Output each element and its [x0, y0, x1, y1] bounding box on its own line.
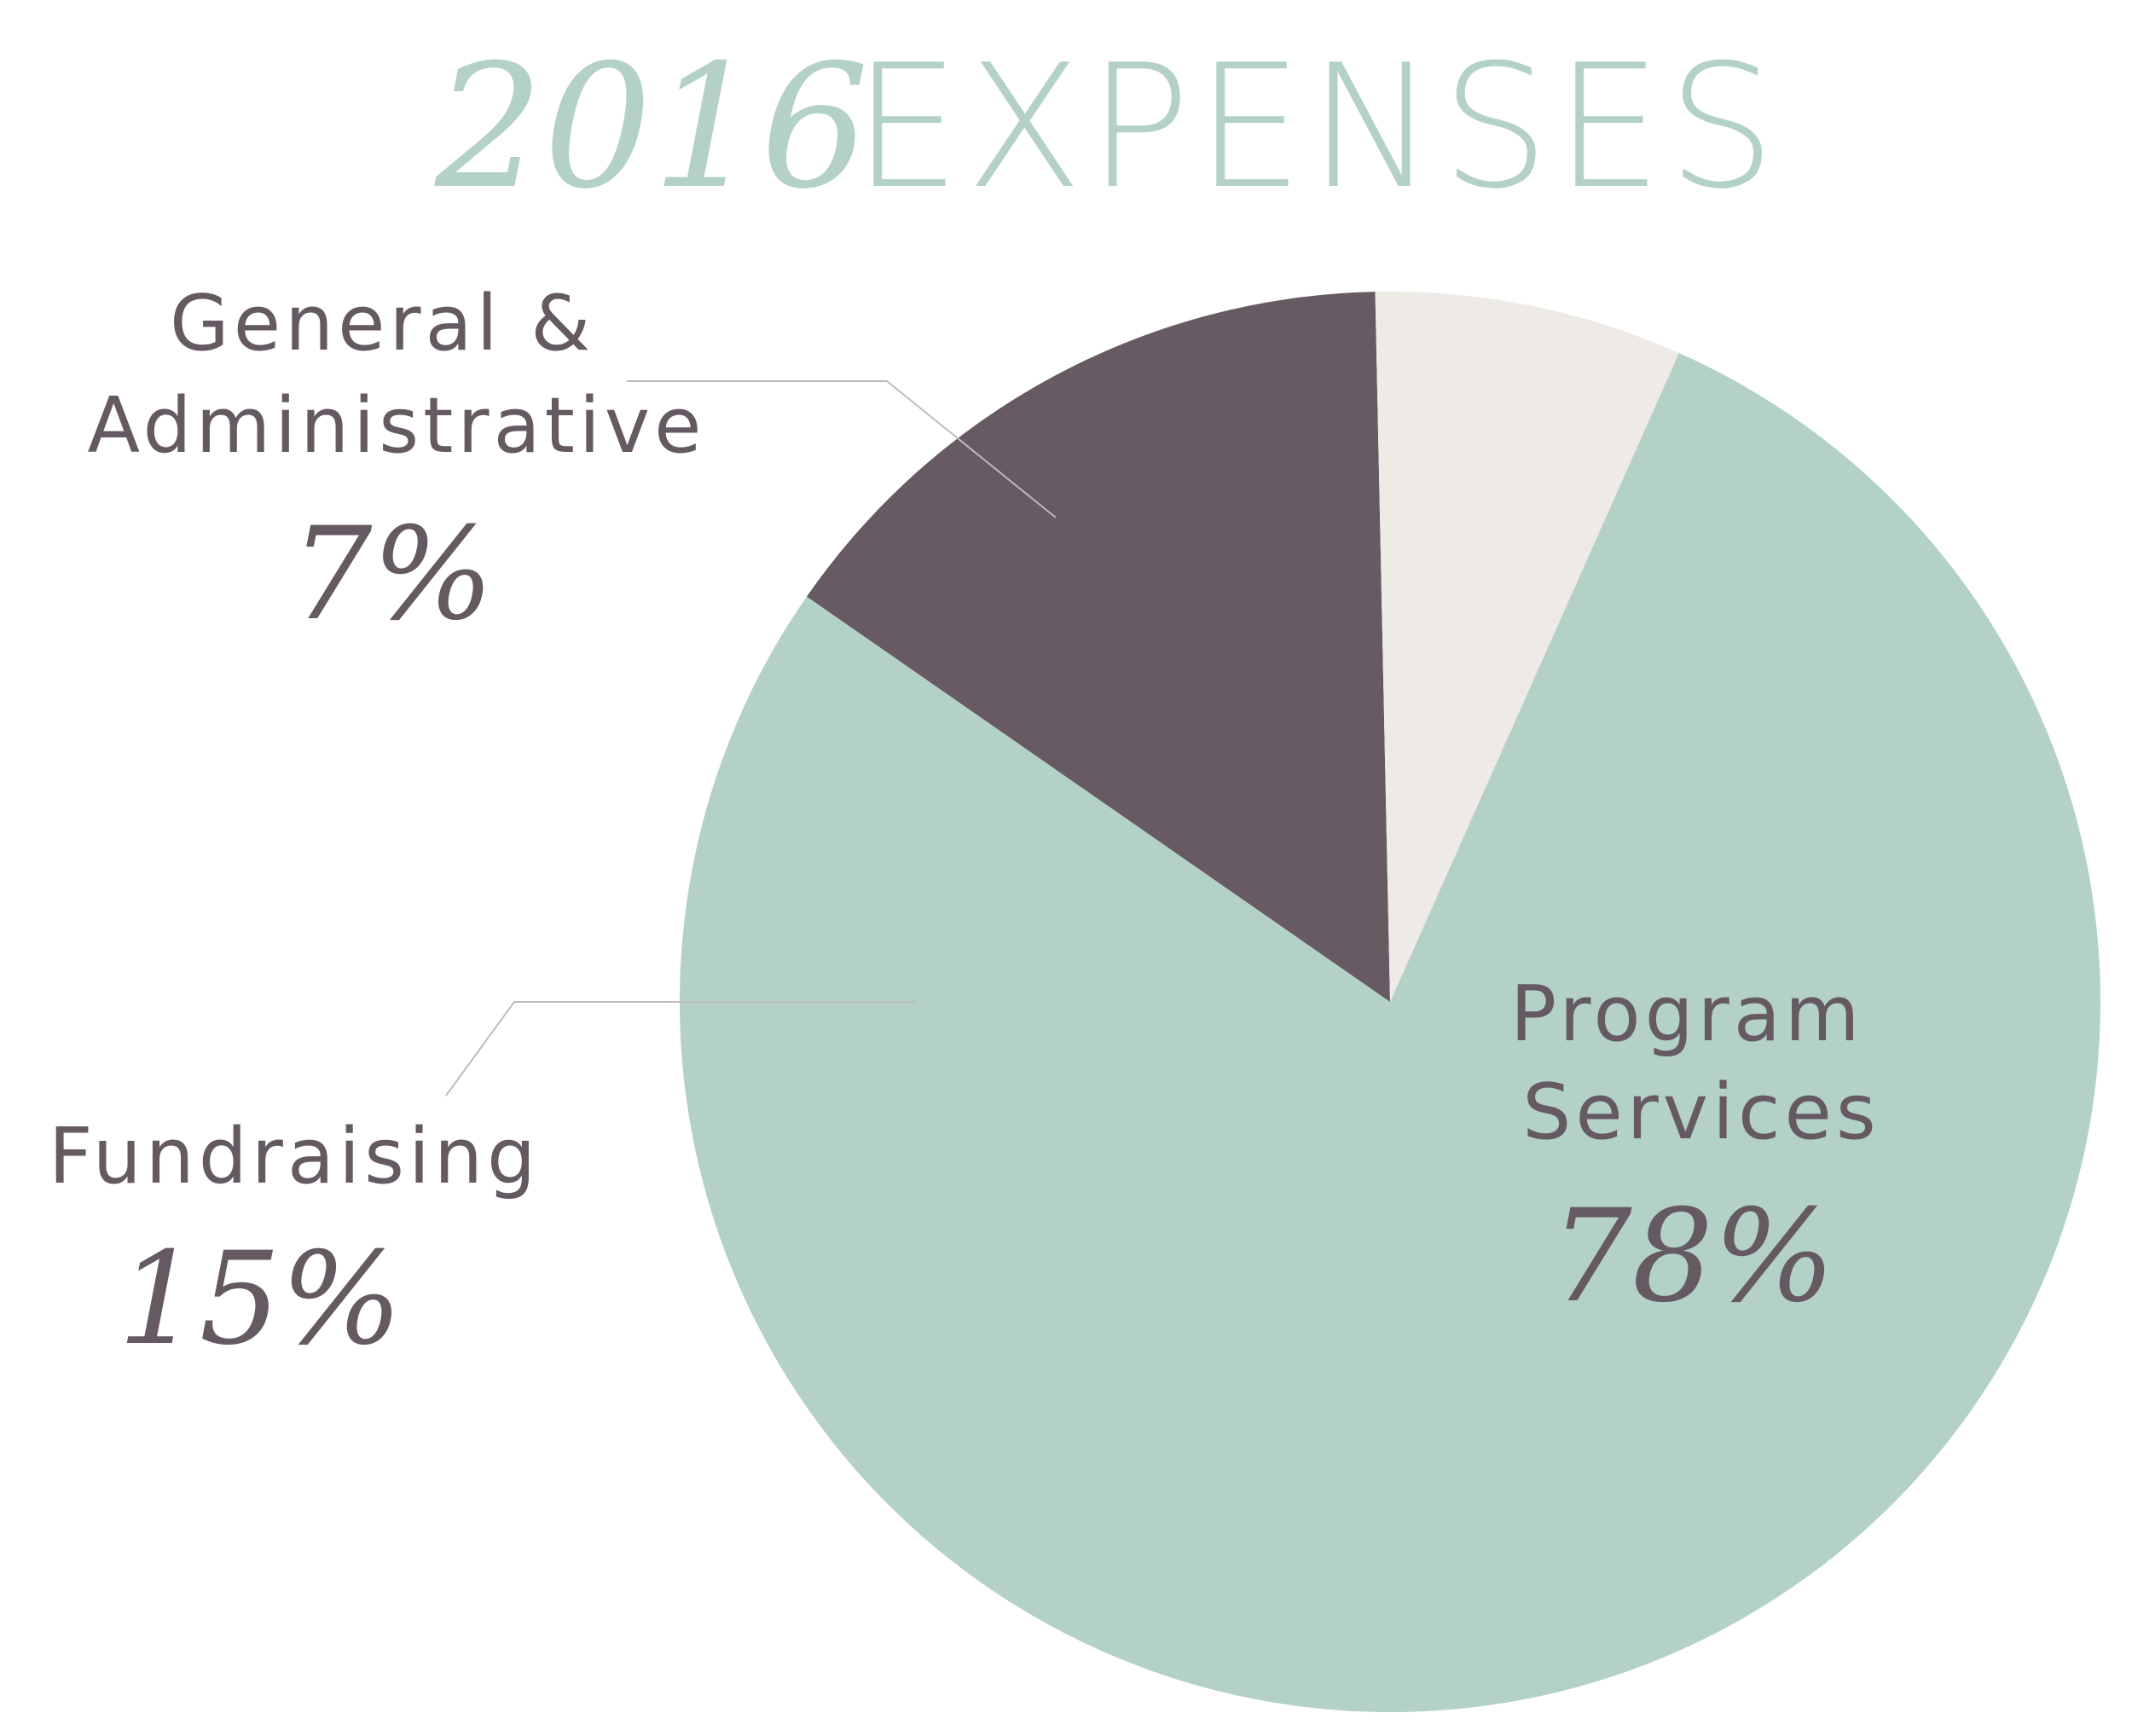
label-fundraising: Fundraising	[49, 1112, 540, 1201]
label-general-administrative: General & Administrative	[87, 279, 705, 471]
label-general-administrative-line1: General &	[170, 279, 594, 368]
slice-general-administrative	[1375, 291, 1679, 1002]
title-word: EXPENSES	[853, 28, 1781, 227]
value-fundraising: 15%	[118, 1225, 402, 1374]
label-general-administrative-line2: Administrative	[87, 381, 705, 471]
title-year: 2016	[434, 28, 869, 227]
slice-fundraising	[806, 292, 1390, 1002]
value-program-services: 78%	[1550, 1183, 1834, 1331]
label-program-services-line2: Services	[1522, 1068, 1880, 1157]
label-program-services-line1: Program	[1510, 969, 1864, 1059]
pie-slices	[679, 291, 2100, 1713]
slice-program-services	[679, 353, 2100, 1713]
label-program-services: Program Services	[1510, 969, 1892, 1157]
value-general-administrative: 7%	[291, 501, 494, 649]
leader-line-general-administrative	[627, 380, 1057, 518]
leader-line-fundraising	[445, 1001, 917, 1097]
